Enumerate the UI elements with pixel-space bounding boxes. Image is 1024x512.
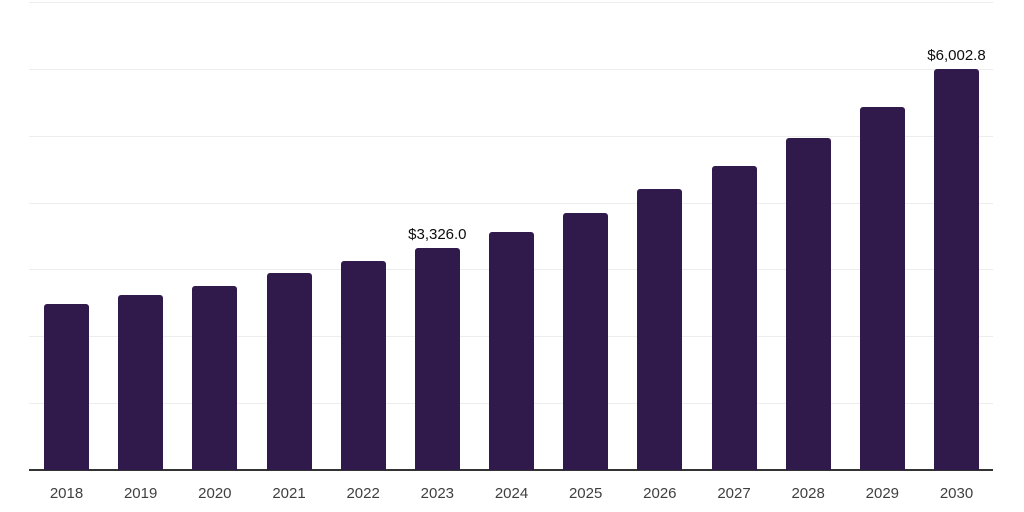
x-tick-2022: 2022 <box>346 485 380 502</box>
x-axis-labels: 2018 2019 2020 2021 2022 2023 2024 2025 2026 2027… <box>0 484 1024 504</box>
x-tick-2026: 2026 <box>643 485 677 502</box>
x-tick-2019: 2019 <box>123 485 158 502</box>
bar-2029[interactable] <box>859 106 905 470</box>
x-tick-2025: 2025 <box>568 485 603 502</box>
x-tick-2030: 2030 <box>939 485 974 502</box>
gridline-7000 <box>29 2 993 3</box>
bar-2030[interactable] <box>934 68 979 470</box>
x-tick-2028: 2028 <box>791 485 825 502</box>
bar-2022[interactable] <box>340 261 386 470</box>
gridline-6000 <box>29 68 993 70</box>
x-tick-2021: 2021 <box>272 485 306 502</box>
x-tick-2023: 2023 <box>420 485 455 502</box>
bar-2023[interactable] <box>414 247 460 470</box>
bar-2019[interactable] <box>118 295 164 470</box>
bar-2021[interactable] <box>266 273 312 470</box>
bar-2018[interactable] <box>44 304 89 470</box>
data-label-2030: $6,002.8 <box>927 46 986 64</box>
gridline-5000 <box>29 135 993 137</box>
bar-2026[interactable] <box>637 189 683 470</box>
bar-2025[interactable] <box>563 212 609 470</box>
data-label-2023: $3,326.0 <box>408 225 467 243</box>
x-tick-2029: 2029 <box>865 485 900 502</box>
x-tick-2020: 2020 <box>198 485 232 502</box>
x-tick-2024: 2024 <box>494 485 529 502</box>
bar-2024[interactable] <box>489 232 534 470</box>
bar-2020[interactable] <box>192 286 238 470</box>
gridline-4000 <box>29 202 993 204</box>
x-tick-2018: 2018 <box>49 485 84 502</box>
bar-2028[interactable] <box>785 138 831 470</box>
x-axis-line <box>29 469 993 471</box>
plot-area: $3,326.0 $6,002.8 <box>29 2 993 471</box>
x-tick-2027: 2027 <box>717 485 751 502</box>
bar-2027[interactable] <box>711 166 757 470</box>
